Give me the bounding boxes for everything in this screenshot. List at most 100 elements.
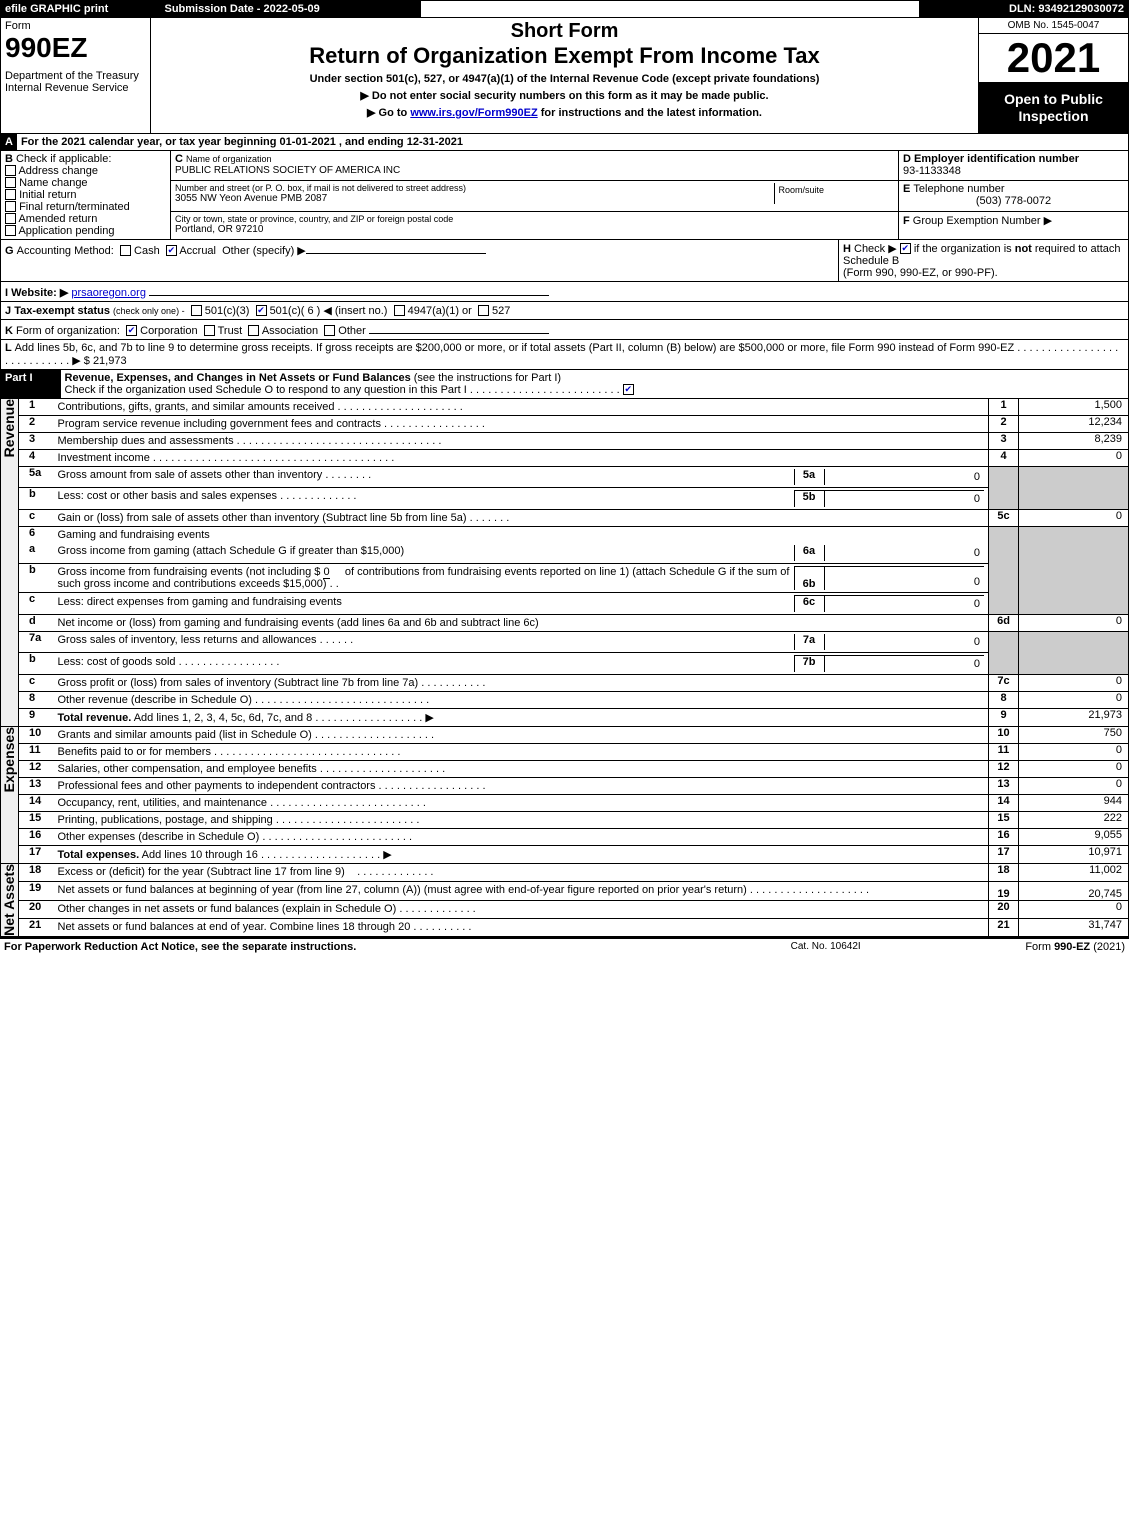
ln-14-num: 14 <box>19 795 54 812</box>
ln-1-box: 1 <box>989 399 1019 416</box>
ln-6-num: 6 <box>19 526 54 543</box>
ln-5a-label: Gross amount from sale of assets other t… <box>58 469 323 481</box>
cash-label: Cash <box>134 245 160 257</box>
website-link[interactable]: prsaoregon.org <box>71 287 146 299</box>
f-arrow: ▶ <box>1044 215 1052 227</box>
ln-6c-label: Less: direct expenses from gaming and fu… <box>58 596 342 608</box>
part1-label: Part I <box>1 370 61 399</box>
cb-4947[interactable] <box>394 305 405 316</box>
ln-15-val: 222 <box>1019 812 1129 829</box>
ln-12-label: Salaries, other compensation, and employ… <box>58 763 317 775</box>
cb-527[interactable] <box>478 305 489 316</box>
cb-amended-return[interactable] <box>5 213 16 224</box>
ln-9-label2: Add lines 1, 2, 3, 4, 5c, 6d, 7c, and 8 <box>131 712 312 724</box>
part1-sub: (see the instructions for Part I) <box>414 372 561 384</box>
cb-accrual[interactable]: ✔ <box>166 245 177 256</box>
ln-13-label: Professional fees and other payments to … <box>58 780 376 792</box>
dots-icon: . . . . . . . . <box>325 469 371 481</box>
cb-k-trust[interactable] <box>204 325 215 336</box>
dln-label: DLN: 93492129030072 <box>919 1 1129 18</box>
ln-16-label: Other expenses (describe in Schedule O) <box>58 831 260 843</box>
ln-6b-num: b <box>19 563 54 593</box>
j-letter: J <box>5 305 14 317</box>
ln-11-label: Benefits paid to or for members <box>58 746 211 758</box>
ln-20-val: 0 <box>1019 900 1129 918</box>
ln-11-num: 11 <box>19 744 54 761</box>
ln-14-label: Occupancy, rent, utilities, and maintena… <box>58 797 268 809</box>
netassets-section-label: Net Assets <box>1 864 17 936</box>
cb-k-other[interactable] <box>324 325 335 336</box>
ln-5a-num: 5a <box>19 466 54 487</box>
h-text2: if the organization is <box>914 243 1015 255</box>
dots-icon: . . . . . . . . . . . . . . . . . . . . … <box>237 435 442 447</box>
ln-9-label: Total revenue. <box>58 712 132 724</box>
ln-8-box: 8 <box>989 692 1019 709</box>
part1-body: Revenue 1 Contributions, gifts, grants, … <box>0 399 1129 937</box>
dots-icon: . . . . . . . . . . . . . . . . . . . . <box>261 849 380 861</box>
street-value: 3055 NW Yeon Avenue PMB 2087 <box>175 193 774 204</box>
cb-initial-return-label: Initial return <box>19 189 76 201</box>
cb-part1-schedule-o[interactable]: ✔ <box>623 384 634 395</box>
title-main: Return of Organization Exempt From Incom… <box>155 43 974 69</box>
cb-k-assoc[interactable] <box>248 325 259 336</box>
cb-final-return[interactable] <box>5 201 16 212</box>
d-label: Employer identification number <box>914 153 1079 165</box>
efile-print-button[interactable]: efile GRAPHIC print <box>1 1 161 18</box>
dots-icon: . . . . . . . . . . . . . . . . . . . . … <box>153 452 394 464</box>
ln-6c-num: c <box>19 593 54 615</box>
ln-13-box: 13 <box>989 778 1019 795</box>
cb-name-change[interactable] <box>5 177 16 188</box>
k-other-blank[interactable] <box>369 322 549 334</box>
ln-8-num: 8 <box>19 692 54 709</box>
cb-501c[interactable]: ✔ <box>256 305 267 316</box>
ln-2-box: 2 <box>989 415 1019 432</box>
cb-501c3[interactable] <box>191 305 202 316</box>
cb-address-change[interactable] <box>5 165 16 176</box>
ln-7b-sbox: 7b <box>794 656 824 673</box>
ln-6a-label: Gross income from gaming (attach Schedul… <box>58 545 405 557</box>
part1-check-label: Check if the organization used Schedule … <box>65 384 467 396</box>
ln-21-box: 21 <box>989 918 1019 936</box>
ln-18-box: 18 <box>989 864 1019 882</box>
b-letter: B <box>5 153 16 165</box>
cb-initial-return[interactable] <box>5 189 16 200</box>
ln-6d-num: d <box>19 615 54 632</box>
cb-h-check[interactable]: ✔ <box>900 243 911 254</box>
h-text1: Check ▶ <box>854 243 897 255</box>
ln-4-val: 0 <box>1019 449 1129 466</box>
ln-10-box: 10 <box>989 727 1019 744</box>
f-letter: F <box>903 215 913 227</box>
ln-6d-label: Net income or (loss) from gaming and fun… <box>58 617 539 629</box>
ln-19-box: 19 <box>989 882 1019 900</box>
ln-20-num: 20 <box>19 900 54 918</box>
cb-app-pending[interactable] <box>5 225 16 236</box>
part1-heading: Revenue, Expenses, and Changes in Net As… <box>65 372 411 384</box>
ln-4-box: 4 <box>989 449 1019 466</box>
cb-cash[interactable] <box>120 245 131 256</box>
ln-21-num: 21 <box>19 918 54 936</box>
ln-3-label: Membership dues and assessments <box>58 435 234 447</box>
cb-k-corp[interactable]: ✔ <box>126 325 137 336</box>
other-specify-blank[interactable] <box>306 242 486 254</box>
dots-icon: . . . . . . . . . . . . . . . . . . . . … <box>320 763 445 775</box>
k-assoc: Association <box>262 325 318 337</box>
irs-link[interactable]: www.irs.gov/Form990EZ <box>410 107 537 119</box>
ln-17-label2: Add lines 10 through 16 <box>139 849 258 861</box>
dots-icon: . . . . . . . . . . . . . <box>280 490 356 502</box>
ln-6d-box: 6d <box>989 615 1019 632</box>
dots-icon: . . . . . . . . . . . . . . . . . . . . … <box>214 746 400 758</box>
e-label: Telephone number <box>913 183 1004 195</box>
dots-icon: . . . . . . . . . . . . . . . . . . . . … <box>338 401 463 413</box>
l-text: Add lines 5b, 6c, and 7b to line 9 to de… <box>15 342 1015 354</box>
ln-16-box: 16 <box>989 829 1019 846</box>
dots-icon: . . . . . . . . . . . . . . . . . . . . … <box>270 797 426 809</box>
dept-name: Department of the Treasury Internal Reve… <box>5 70 146 94</box>
f-label: Group Exemption Number <box>913 215 1041 227</box>
ln-7a-sval: 0 <box>824 634 984 650</box>
c-letter: C <box>175 153 186 165</box>
l-amount: $ 21,973 <box>84 355 127 367</box>
dots-icon: . . . . . . . . . . <box>413 921 471 933</box>
website-blank <box>149 284 549 296</box>
ln-6c-sval: 0 <box>824 596 984 613</box>
dots-icon: . . . . . . . . . . . <box>421 677 485 689</box>
